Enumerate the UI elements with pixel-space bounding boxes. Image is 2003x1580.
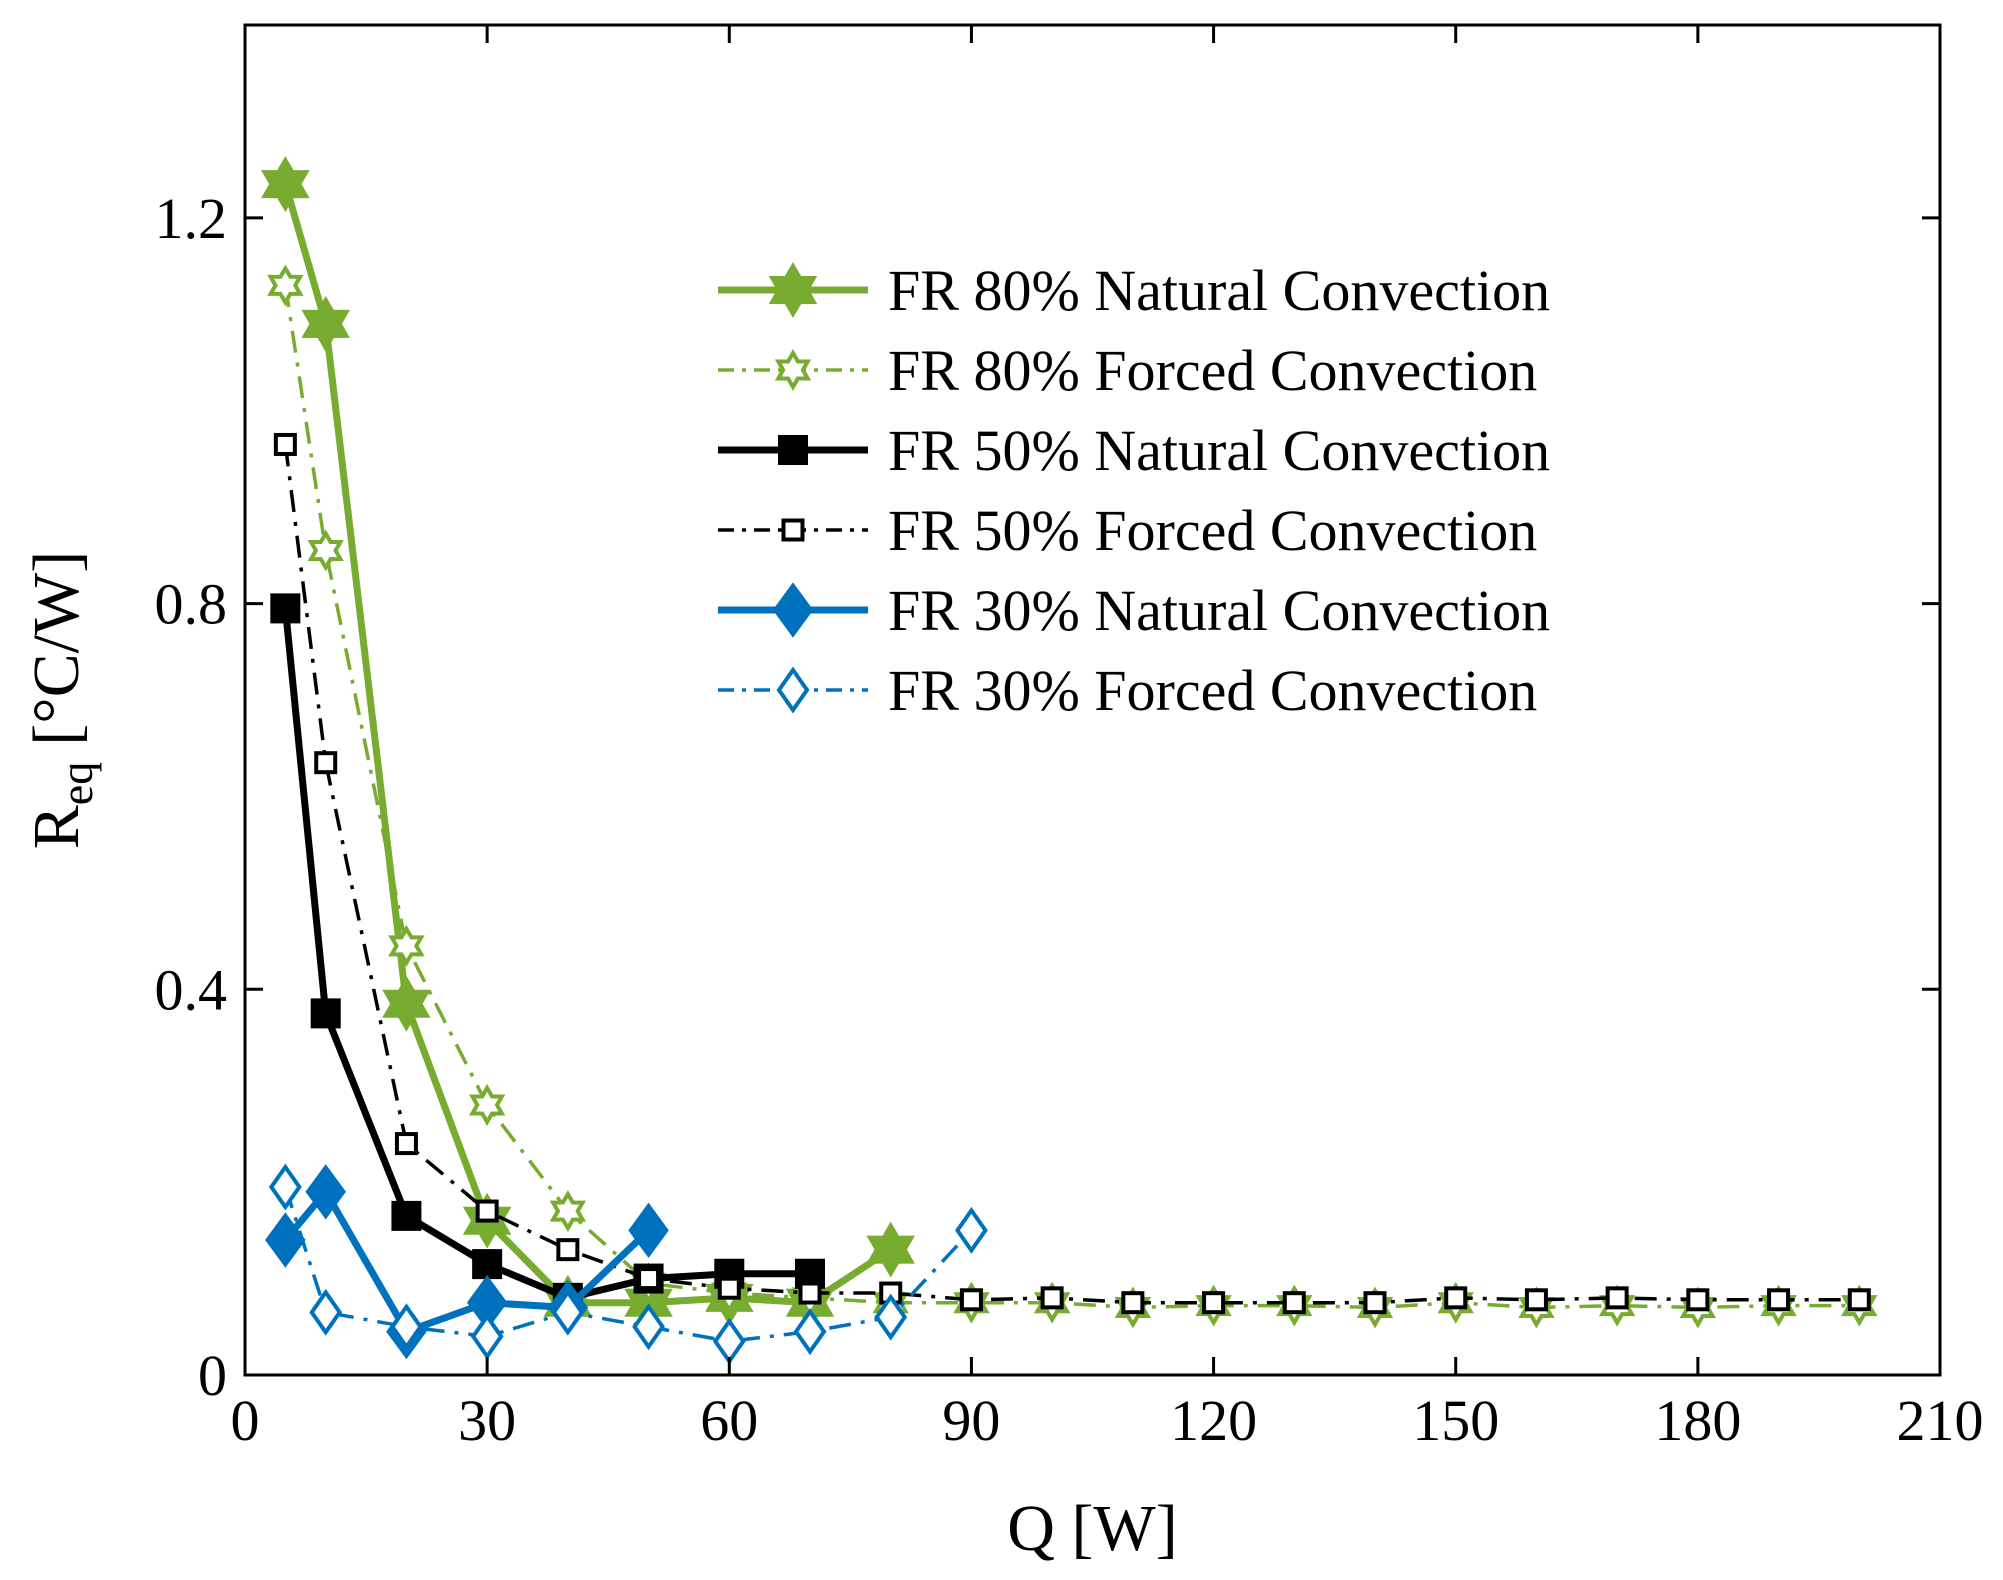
legend-entry: FR 30% Forced Convection (718, 658, 1537, 723)
data-point (388, 924, 425, 967)
data-point (1363, 1291, 1387, 1315)
y-tick-label: 0.4 (155, 957, 228, 1022)
legend-label: FR 50% Forced Convection (888, 498, 1537, 563)
data-point (1202, 1291, 1226, 1315)
data-point (468, 1084, 506, 1126)
y-tick-label: 1.2 (155, 186, 228, 251)
data-point (305, 1164, 346, 1220)
data-point (301, 295, 350, 352)
legend-label: FR 50% Natural Convection (888, 418, 1550, 483)
data-point (472, 1249, 503, 1280)
data-point (391, 1200, 422, 1231)
data-point (798, 1281, 822, 1305)
data-point (389, 1303, 423, 1351)
legend-label: FR 80% Forced Convection (888, 338, 1537, 403)
data-point (874, 1293, 908, 1341)
y-tick-label: 0.8 (155, 572, 228, 637)
x-tick-label: 210 (1897, 1388, 1984, 1453)
data-point (475, 1199, 499, 1223)
data-point (307, 529, 344, 572)
plot-frame (243, 23, 1942, 1377)
data-point (1767, 1288, 1791, 1312)
data-point (1444, 1286, 1468, 1310)
data-point (1121, 1291, 1145, 1315)
data-point (717, 1276, 741, 1300)
data-point (273, 432, 297, 456)
legend-marker (774, 348, 812, 392)
data-point (637, 1267, 661, 1291)
legend: FR 80% Natural Convection FR 80% Forced C… (718, 258, 1550, 723)
data-point (470, 1312, 504, 1360)
data-point (866, 1221, 915, 1278)
data-point (632, 1303, 666, 1351)
data-point (309, 1288, 343, 1336)
series-4 (273, 432, 1871, 1315)
legend-marker (778, 435, 808, 465)
series-line (283, 1186, 973, 1344)
legend-label: FR 30% Forced Convection (888, 658, 1537, 723)
data-point (959, 1288, 983, 1312)
y-tick-label: 0 (198, 1343, 227, 1408)
data-point (556, 1238, 580, 1262)
data-point (1605, 1286, 1629, 1310)
data-point (1524, 1288, 1548, 1312)
y-axis-label-unit: [°C/W] (20, 551, 93, 746)
y-axis-label-sub: eq (51, 762, 102, 805)
data-point (1847, 1288, 1871, 1312)
legend-entry: FR 50% Natural Convection (718, 418, 1550, 483)
legend-entry: FR 80% Natural Convection (718, 258, 1550, 323)
data-point (551, 1288, 585, 1336)
legend-label: FR 80% Natural Convection (888, 258, 1550, 323)
x-axis-label: Q [W] (1007, 1492, 1177, 1565)
data-point (549, 1190, 587, 1233)
series-6 (268, 1163, 988, 1365)
svg-text:Req[°C/W]: Req [°C/W] (20, 551, 102, 849)
data-point (1040, 1286, 1064, 1310)
data-point (261, 156, 310, 213)
data-point (394, 1132, 418, 1156)
data-point (1282, 1291, 1306, 1315)
x-tick-label: 150 (1412, 1388, 1499, 1453)
data-point (268, 1163, 302, 1211)
x-tick-label: 90 (942, 1388, 1000, 1453)
legend-marker (781, 518, 805, 542)
x-tick-label: 30 (458, 1388, 516, 1453)
legend-label: FR 30% Natural Convection (888, 578, 1550, 643)
x-tick-label: 180 (1654, 1388, 1741, 1453)
x-tick-label: 0 (231, 1388, 260, 1453)
legend-entry: FR 30% Natural Convection (718, 578, 1550, 643)
legend-marker (776, 666, 810, 714)
series-line (283, 285, 1860, 1310)
data-point (954, 1206, 988, 1254)
series-layer (261, 156, 1878, 1365)
y-axis-label: Req [°C/W] (20, 551, 102, 849)
legend-marker (768, 262, 818, 318)
data-point (382, 975, 431, 1032)
ticks-layer: 0 30 60 90 120 150 180 210 0 0.4 0.8 1.2 (155, 25, 1984, 1453)
data-point (314, 751, 338, 775)
data-point (1686, 1288, 1710, 1312)
legend-marker (772, 582, 814, 638)
legend-entry: FR 50% Forced Convection (718, 498, 1537, 563)
x-tick-label: 120 (1170, 1388, 1257, 1453)
y-axis-label-main: R (20, 805, 93, 849)
data-point (270, 593, 301, 624)
legend-entry: FR 80% Forced Convection (718, 338, 1537, 403)
x-tick-label: 60 (700, 1388, 758, 1453)
data-point (267, 264, 304, 307)
data-point (628, 1202, 669, 1259)
data-point (793, 1308, 827, 1356)
data-point (310, 998, 341, 1029)
